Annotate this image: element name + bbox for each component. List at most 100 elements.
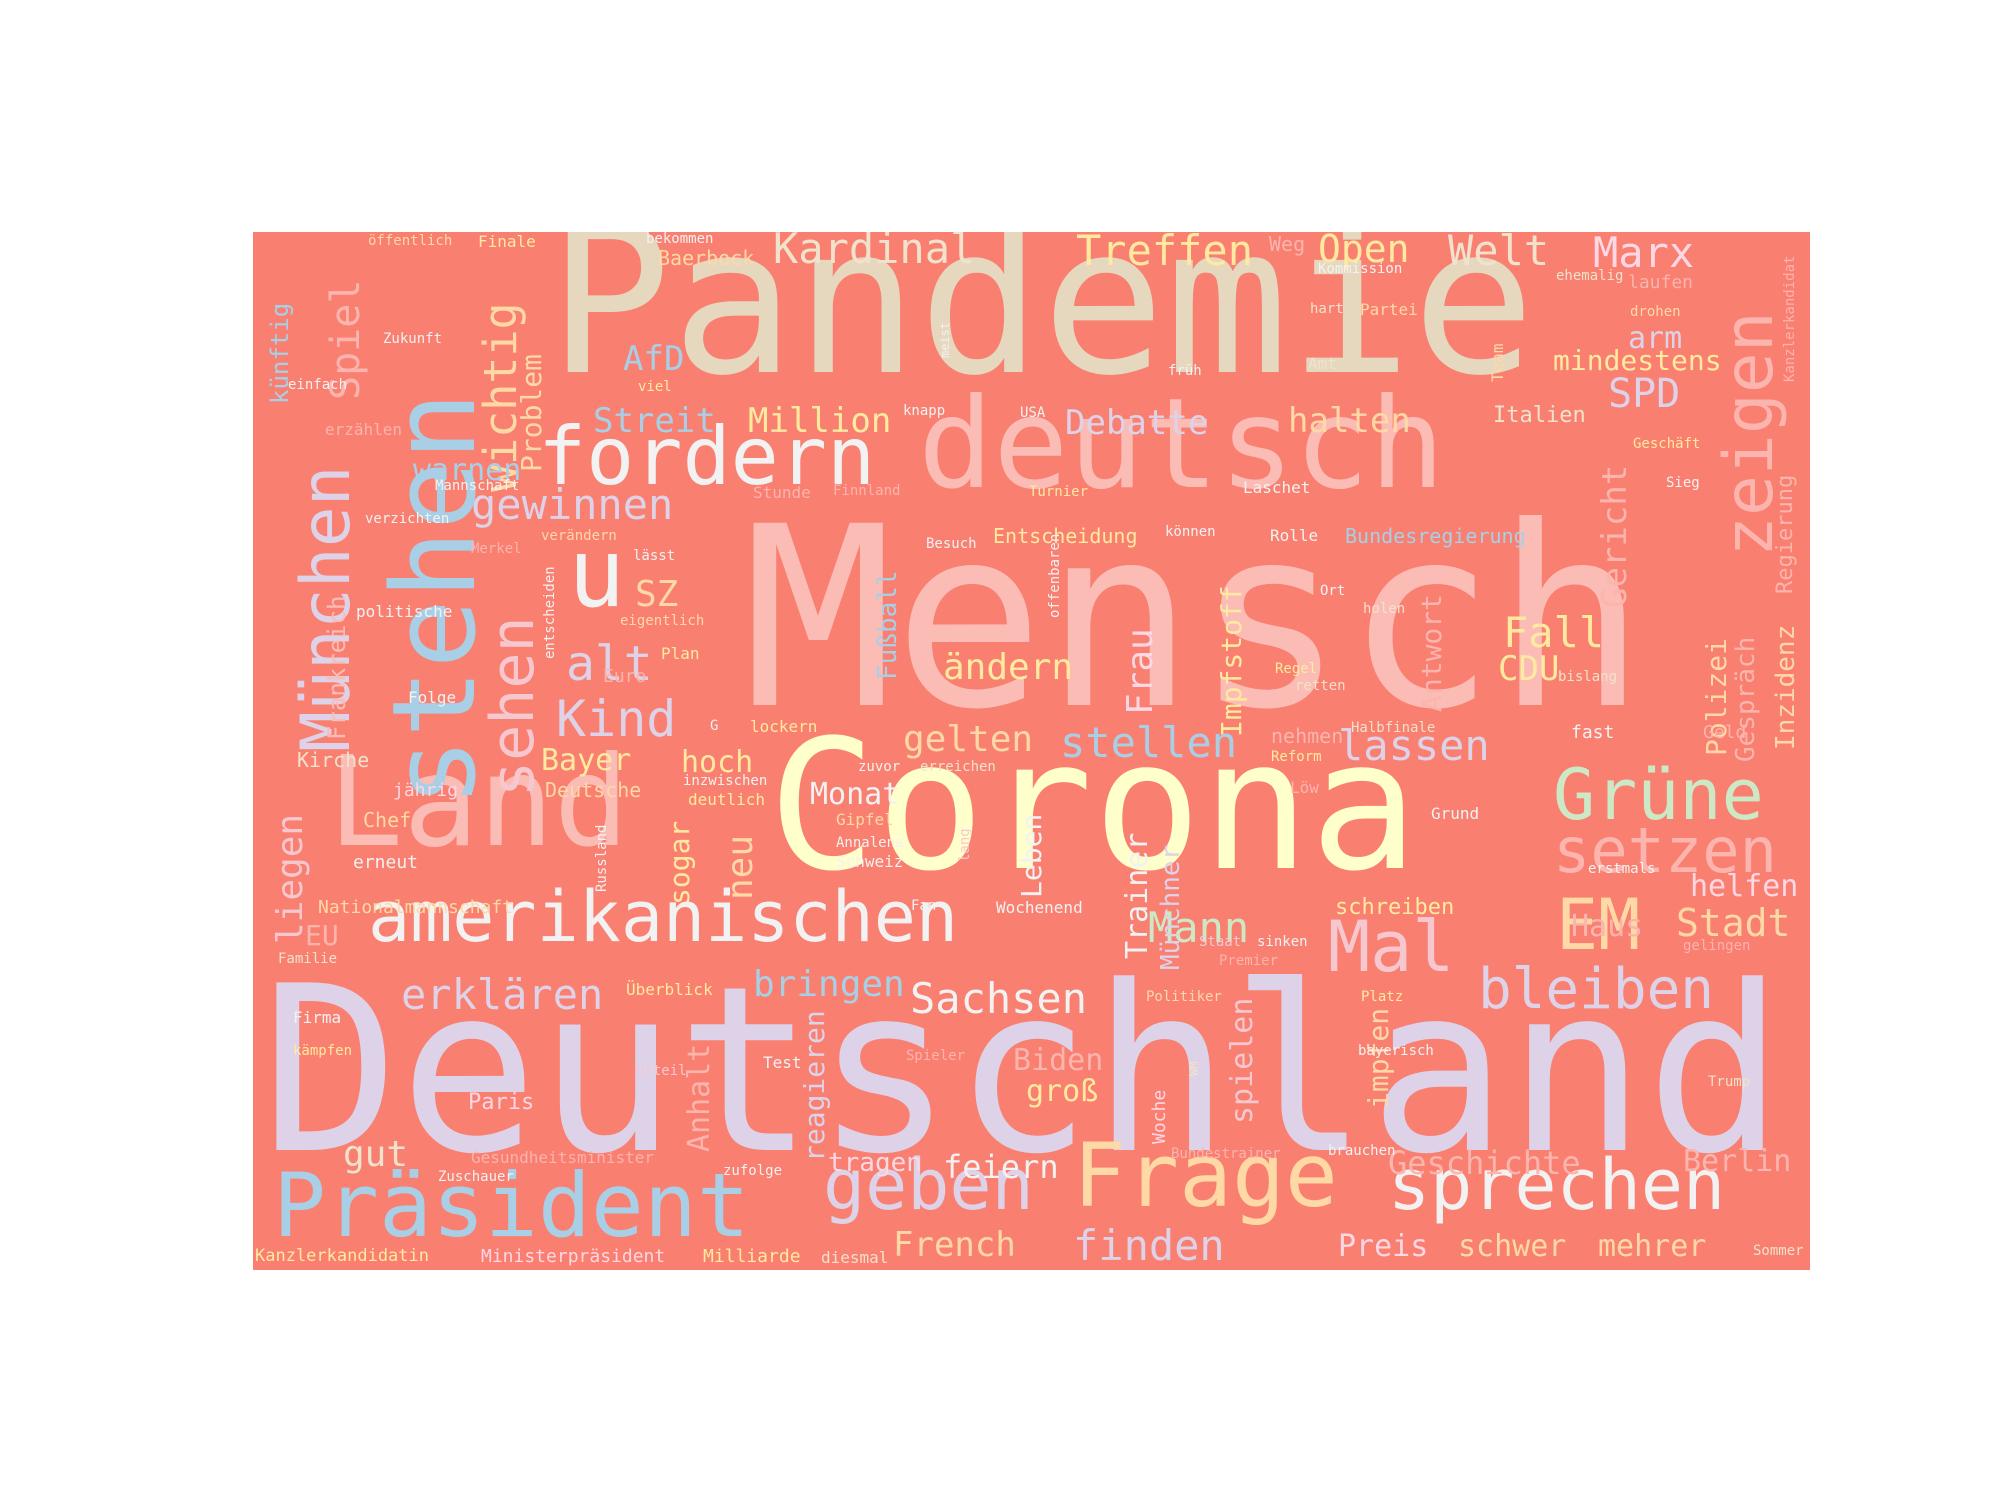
word-u: u (568, 519, 626, 629)
word-mannschaft: Mannschaft (435, 478, 520, 494)
word-bekommen: bekommen (646, 232, 714, 247)
word-wochenend: Wochenend (996, 898, 1083, 917)
word-feiern: feiern (943, 1148, 1059, 1186)
word-annalena: Annalena (836, 835, 904, 851)
word-geschäft: Geschäft (1633, 436, 1701, 452)
word-frage: Frage (1073, 1124, 1338, 1227)
word-ändern: ändern (943, 647, 1074, 688)
word-familie: Familie (278, 951, 338, 967)
word-grund: Grund (1431, 804, 1480, 823)
word-besuch: Besuch (926, 536, 977, 552)
word-alt: alt (566, 636, 653, 692)
word-impfstoff: Impfstoff (1215, 585, 1248, 737)
word-kirche: Kirche (297, 748, 370, 772)
word-mal: Mal (1328, 906, 1455, 988)
word-bayer: Bayer (541, 743, 632, 778)
word-mehrer: mehrer (1598, 1229, 1707, 1264)
word-haus: Haus (1571, 909, 1644, 944)
word-spielen: spielen (1225, 997, 1260, 1124)
word-cdu: CDU (1498, 649, 1560, 689)
word-gesundheitsminister: Gesundheitsminister (471, 1148, 655, 1167)
word-nationalmannschaft: Nationalmannschaft (318, 897, 514, 918)
word-problem: Problem (515, 353, 548, 472)
word-geben: geben (823, 1144, 1034, 1226)
word-weg: Weg (1269, 232, 1306, 256)
word-deutlich: deutlich (688, 790, 766, 809)
word-firma: Firma (293, 1008, 342, 1027)
word-bundesregierung: Bundesregierung (1345, 524, 1526, 548)
word-baerbock: Baerbock (658, 246, 755, 270)
word-deutschland: Deutschland (261, 938, 1785, 1205)
word-amerikanischen: amerikanischen (368, 876, 959, 958)
word-zufolge: zufolge (723, 1163, 783, 1179)
word-ministerpräsident: Ministerpräsident (481, 1246, 666, 1267)
word-einfach: einfach (288, 377, 348, 393)
word-deutsche: Deutsche (545, 778, 642, 802)
word-erzählen: erzählen (325, 420, 403, 439)
word-trainer: Trainer (1120, 832, 1155, 959)
word-laufen: laufen (1628, 272, 1694, 293)
word-fordern: fordern (538, 410, 876, 503)
word-reagieren: reagieren (798, 1010, 831, 1162)
word-frau: Frau (1120, 628, 1161, 715)
word-jährig: jährig (393, 780, 459, 801)
word-regel: Regel (1275, 661, 1318, 677)
word-setzen: setzen (1553, 814, 1777, 887)
word-fall: Fall (1503, 608, 1605, 657)
word-spd: SPD (1608, 371, 1681, 417)
word-streit: Streit (593, 401, 716, 441)
word-russland: Russland (594, 824, 610, 892)
word-geschichte: Geschichte (1388, 1144, 1581, 1182)
word-brauchen: brauchen (1328, 1143, 1396, 1159)
word-sz: SZ (635, 574, 679, 615)
word-diesmal: diesmal (821, 1248, 889, 1267)
word-münchner: Münchner (1156, 844, 1186, 970)
word-rolle: Rolle (1270, 526, 1319, 545)
word-hoch: hoch (681, 745, 754, 780)
word-verändern: verändern (541, 528, 617, 544)
word-mensch: Mensch (743, 473, 1647, 764)
word-bayerisch: bayerisch (1358, 1043, 1434, 1059)
word-frankreich: Frankreich (323, 595, 351, 741)
word-gelten: gelten (903, 719, 1034, 760)
word-urteil: Urteil (636, 1063, 687, 1079)
word-regierung: Regierung (1773, 474, 1798, 594)
word-offenbaren: offenbaren (1047, 533, 1063, 618)
word-inzwischen: inzwischen (683, 773, 768, 789)
word-kind: Kind (556, 690, 677, 748)
word-früh: früh (1168, 363, 1202, 379)
word-antwort: Antwort (1415, 593, 1448, 712)
word-groß: groß (1026, 1074, 1099, 1109)
word-sommer: Sommer (1753, 1243, 1804, 1259)
word-entscheidung: Entscheidung (993, 524, 1138, 548)
word-stunde: Stunde (753, 483, 811, 502)
word-test: Test (763, 1053, 802, 1072)
word-em: EM (1556, 884, 1641, 966)
word-kämpfen: kämpfen (293, 1043, 353, 1059)
word-grüne: Grüne (1553, 754, 1764, 836)
word-lockern: lockern (750, 717, 818, 736)
word-fast: fast (1571, 722, 1615, 743)
word-gipfel: Gipfel (836, 810, 894, 829)
word-marx: Marx (1593, 232, 1695, 277)
word-sprechen: sprechen (1388, 1144, 1726, 1226)
word-woche: Woche (1149, 1089, 1170, 1144)
word-können: können (1165, 524, 1216, 540)
word-holen: holen (1363, 601, 1406, 617)
word-mann: Mann (1148, 903, 1250, 952)
word-öffentlich: öffentlich (368, 233, 453, 249)
word-folge: Folge (408, 688, 457, 707)
word-french: French (893, 1225, 1016, 1265)
word-tragen: tragen (828, 1148, 922, 1178)
word-schweiz: Schweiz (836, 852, 904, 871)
word-welt: Welt (1448, 232, 1550, 275)
word-sinken: sinken (1257, 934, 1308, 950)
word-erstmals: erstmals (1588, 861, 1656, 877)
word-open: Open (1318, 232, 1410, 271)
word-bringen: bringen (753, 964, 905, 1005)
word-merkel: Merkel (471, 541, 522, 557)
word-stadt: Stadt (1676, 901, 1791, 945)
word-berlin: Berlin (1683, 1144, 1792, 1179)
word-erklären: erklären (401, 970, 604, 1019)
word-zukunft: Zukunft (383, 331, 443, 347)
